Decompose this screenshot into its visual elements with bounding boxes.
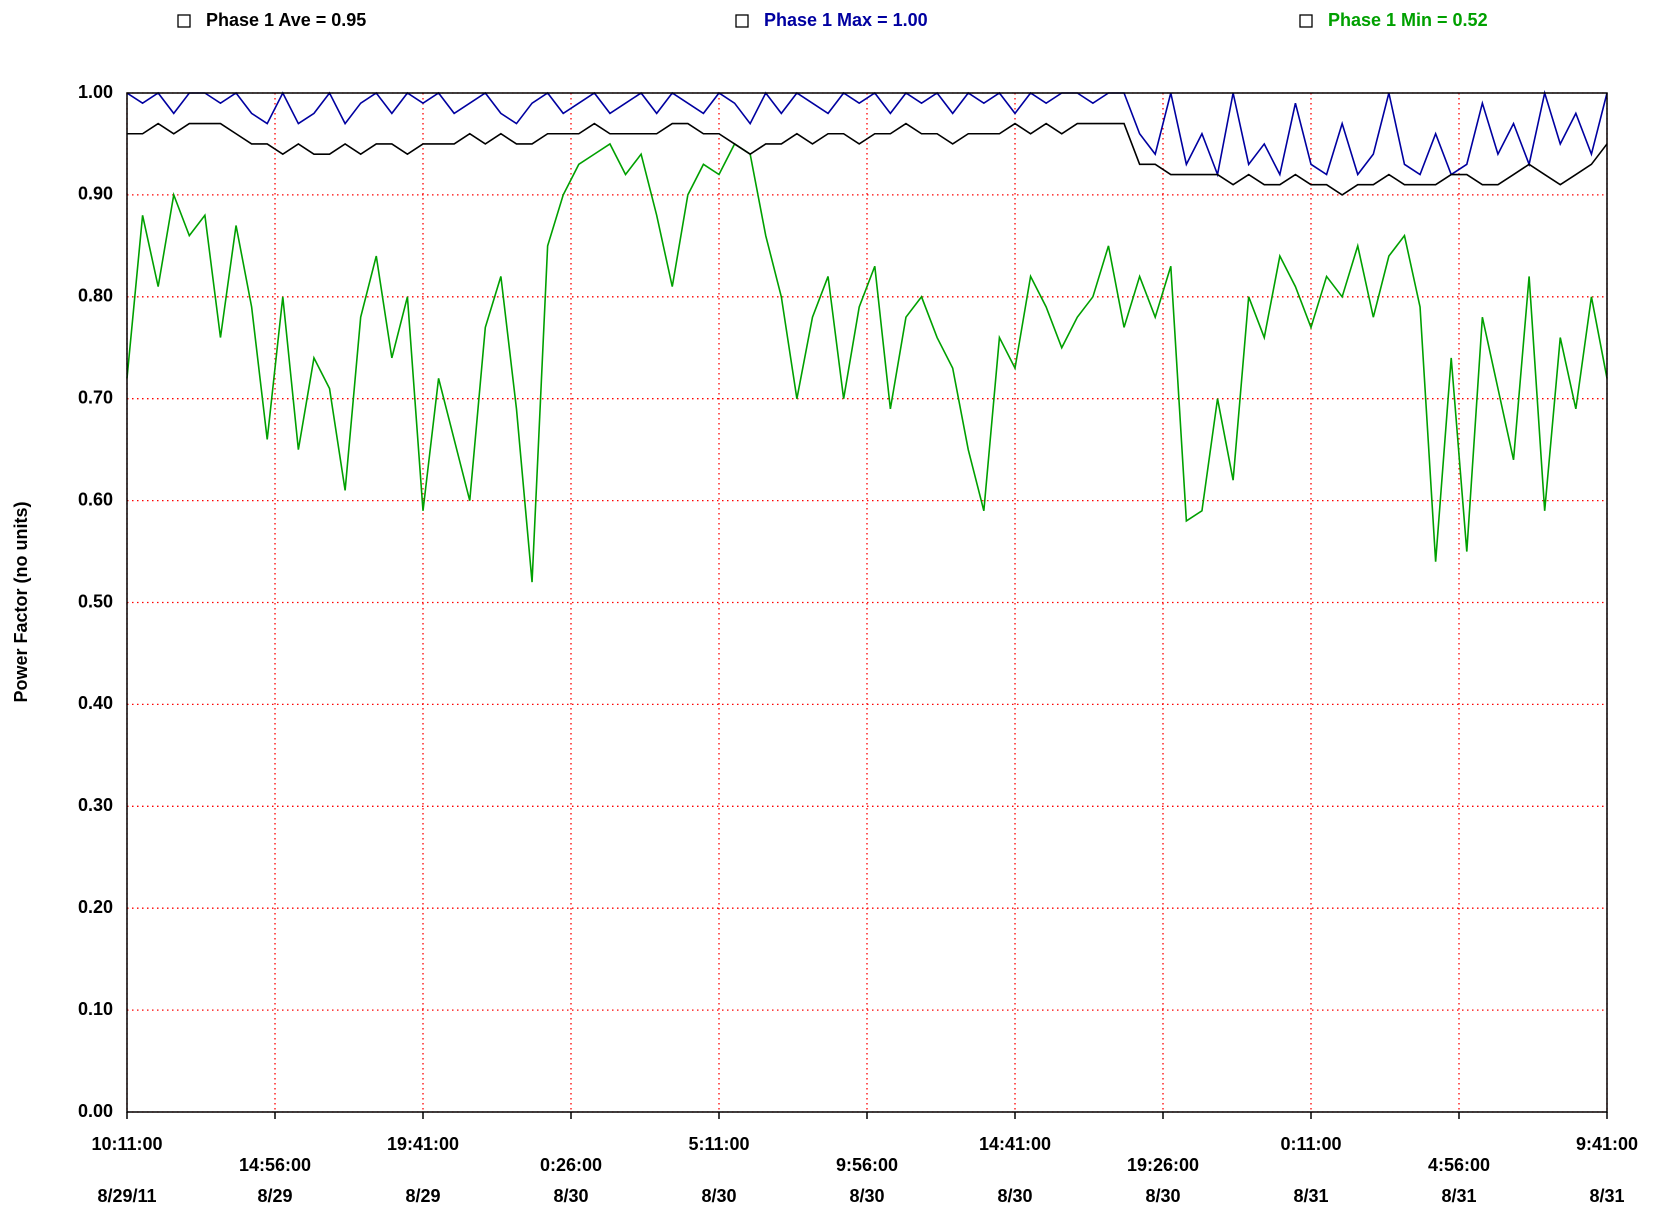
y-tick-label: 0.20: [78, 897, 113, 917]
y-tick-label: 1.00: [78, 82, 113, 102]
y-tick-label: 0.90: [78, 184, 113, 204]
legend-label: Phase 1 Ave = 0.95: [206, 10, 366, 30]
x-tick-label: 8/30: [1145, 1186, 1180, 1206]
data-line: [126, 142, 1608, 583]
x-tick-label: 8/29/11: [97, 1186, 156, 1206]
x-tick-label: 0:11:00: [1280, 1134, 1341, 1154]
x-tick-label: 8/29: [257, 1186, 292, 1206]
legend-box: [735, 14, 749, 28]
x-tick-label: 19:41:00: [387, 1134, 459, 1154]
y-tick-label: 0.40: [78, 693, 113, 713]
data-line: [127, 122, 1608, 196]
data-line: [126, 89, 1608, 178]
legend-label: Phase 1 Max = 1.00: [764, 10, 928, 30]
y-tick-label: 0.70: [78, 387, 113, 407]
x-tick-label: 8/29: [405, 1186, 440, 1206]
x-tick-label: 14:41:00: [979, 1134, 1051, 1154]
plot-frame: [126, 92, 1608, 1113]
x-tick-label: 8/30: [701, 1186, 736, 1206]
y-tick-label: 0.60: [78, 489, 113, 509]
x-tick-label: 9:56:00: [836, 1155, 898, 1175]
x-tick-label: 8/31: [1589, 1186, 1624, 1206]
y-tick-label: 0.50: [78, 591, 113, 611]
x-tick-label: 8/30: [849, 1186, 884, 1206]
x-tick-label: 5:11:00: [688, 1134, 749, 1154]
y-axis-label: Power Factor (no units): [11, 501, 31, 702]
x-tick-label: 0:26:00: [540, 1155, 602, 1175]
x-tick-label: 10:11:00: [91, 1134, 162, 1154]
legend-box: [177, 14, 191, 28]
x-tick-label: 4:56:00: [1428, 1155, 1490, 1175]
y-tick-label: 0.10: [78, 999, 113, 1019]
x-tick-label: 14:56:00: [239, 1155, 311, 1175]
x-tick-label: 8/30: [553, 1186, 588, 1206]
y-tick-label: 0.30: [78, 795, 113, 815]
y-tick-label: 0.00: [78, 1101, 113, 1121]
x-tick-label: 8/30: [997, 1186, 1032, 1206]
x-tick-label: 9:41:00: [1576, 1134, 1638, 1154]
x-tick-label: 8/31: [1441, 1186, 1476, 1206]
legend-box: [1299, 14, 1313, 28]
x-tick-label: 19:26:00: [1127, 1155, 1199, 1175]
y-tick-label: 0.80: [78, 286, 113, 306]
x-tick-label: 8/31: [1293, 1186, 1328, 1206]
legend-label: Phase 1 Min = 0.52: [1328, 10, 1488, 30]
